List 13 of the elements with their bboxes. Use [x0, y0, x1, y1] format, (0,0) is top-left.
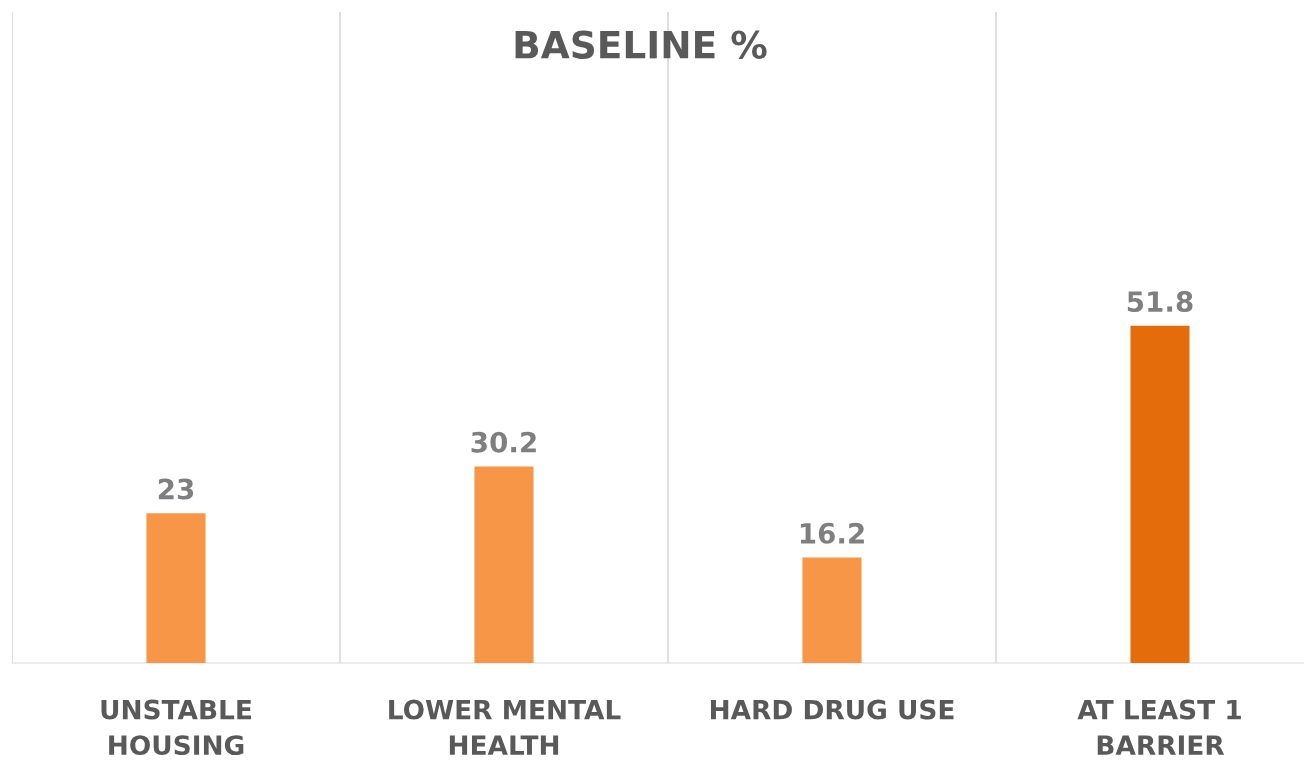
- bar: [146, 513, 206, 663]
- bar: [1130, 325, 1190, 663]
- bar: [474, 466, 534, 663]
- data-label: 23: [158, 478, 194, 500]
- data-label: 51.8: [1127, 291, 1193, 313]
- chart-title: BASELINE %: [515, 30, 767, 59]
- x-tick-label: UNSTABLE HOUSING: [101, 699, 251, 756]
- x-tick-label: AT LEAST 1 BARRIER: [1077, 699, 1241, 755]
- data-label: 30.2: [471, 431, 536, 453]
- bar: [802, 557, 862, 663]
- data-label: 16.2: [800, 522, 864, 544]
- x-tick-label: HARD DRUG USE: [710, 699, 954, 720]
- x-tick-label: LOWER MENTAL HEALTH: [389, 699, 621, 755]
